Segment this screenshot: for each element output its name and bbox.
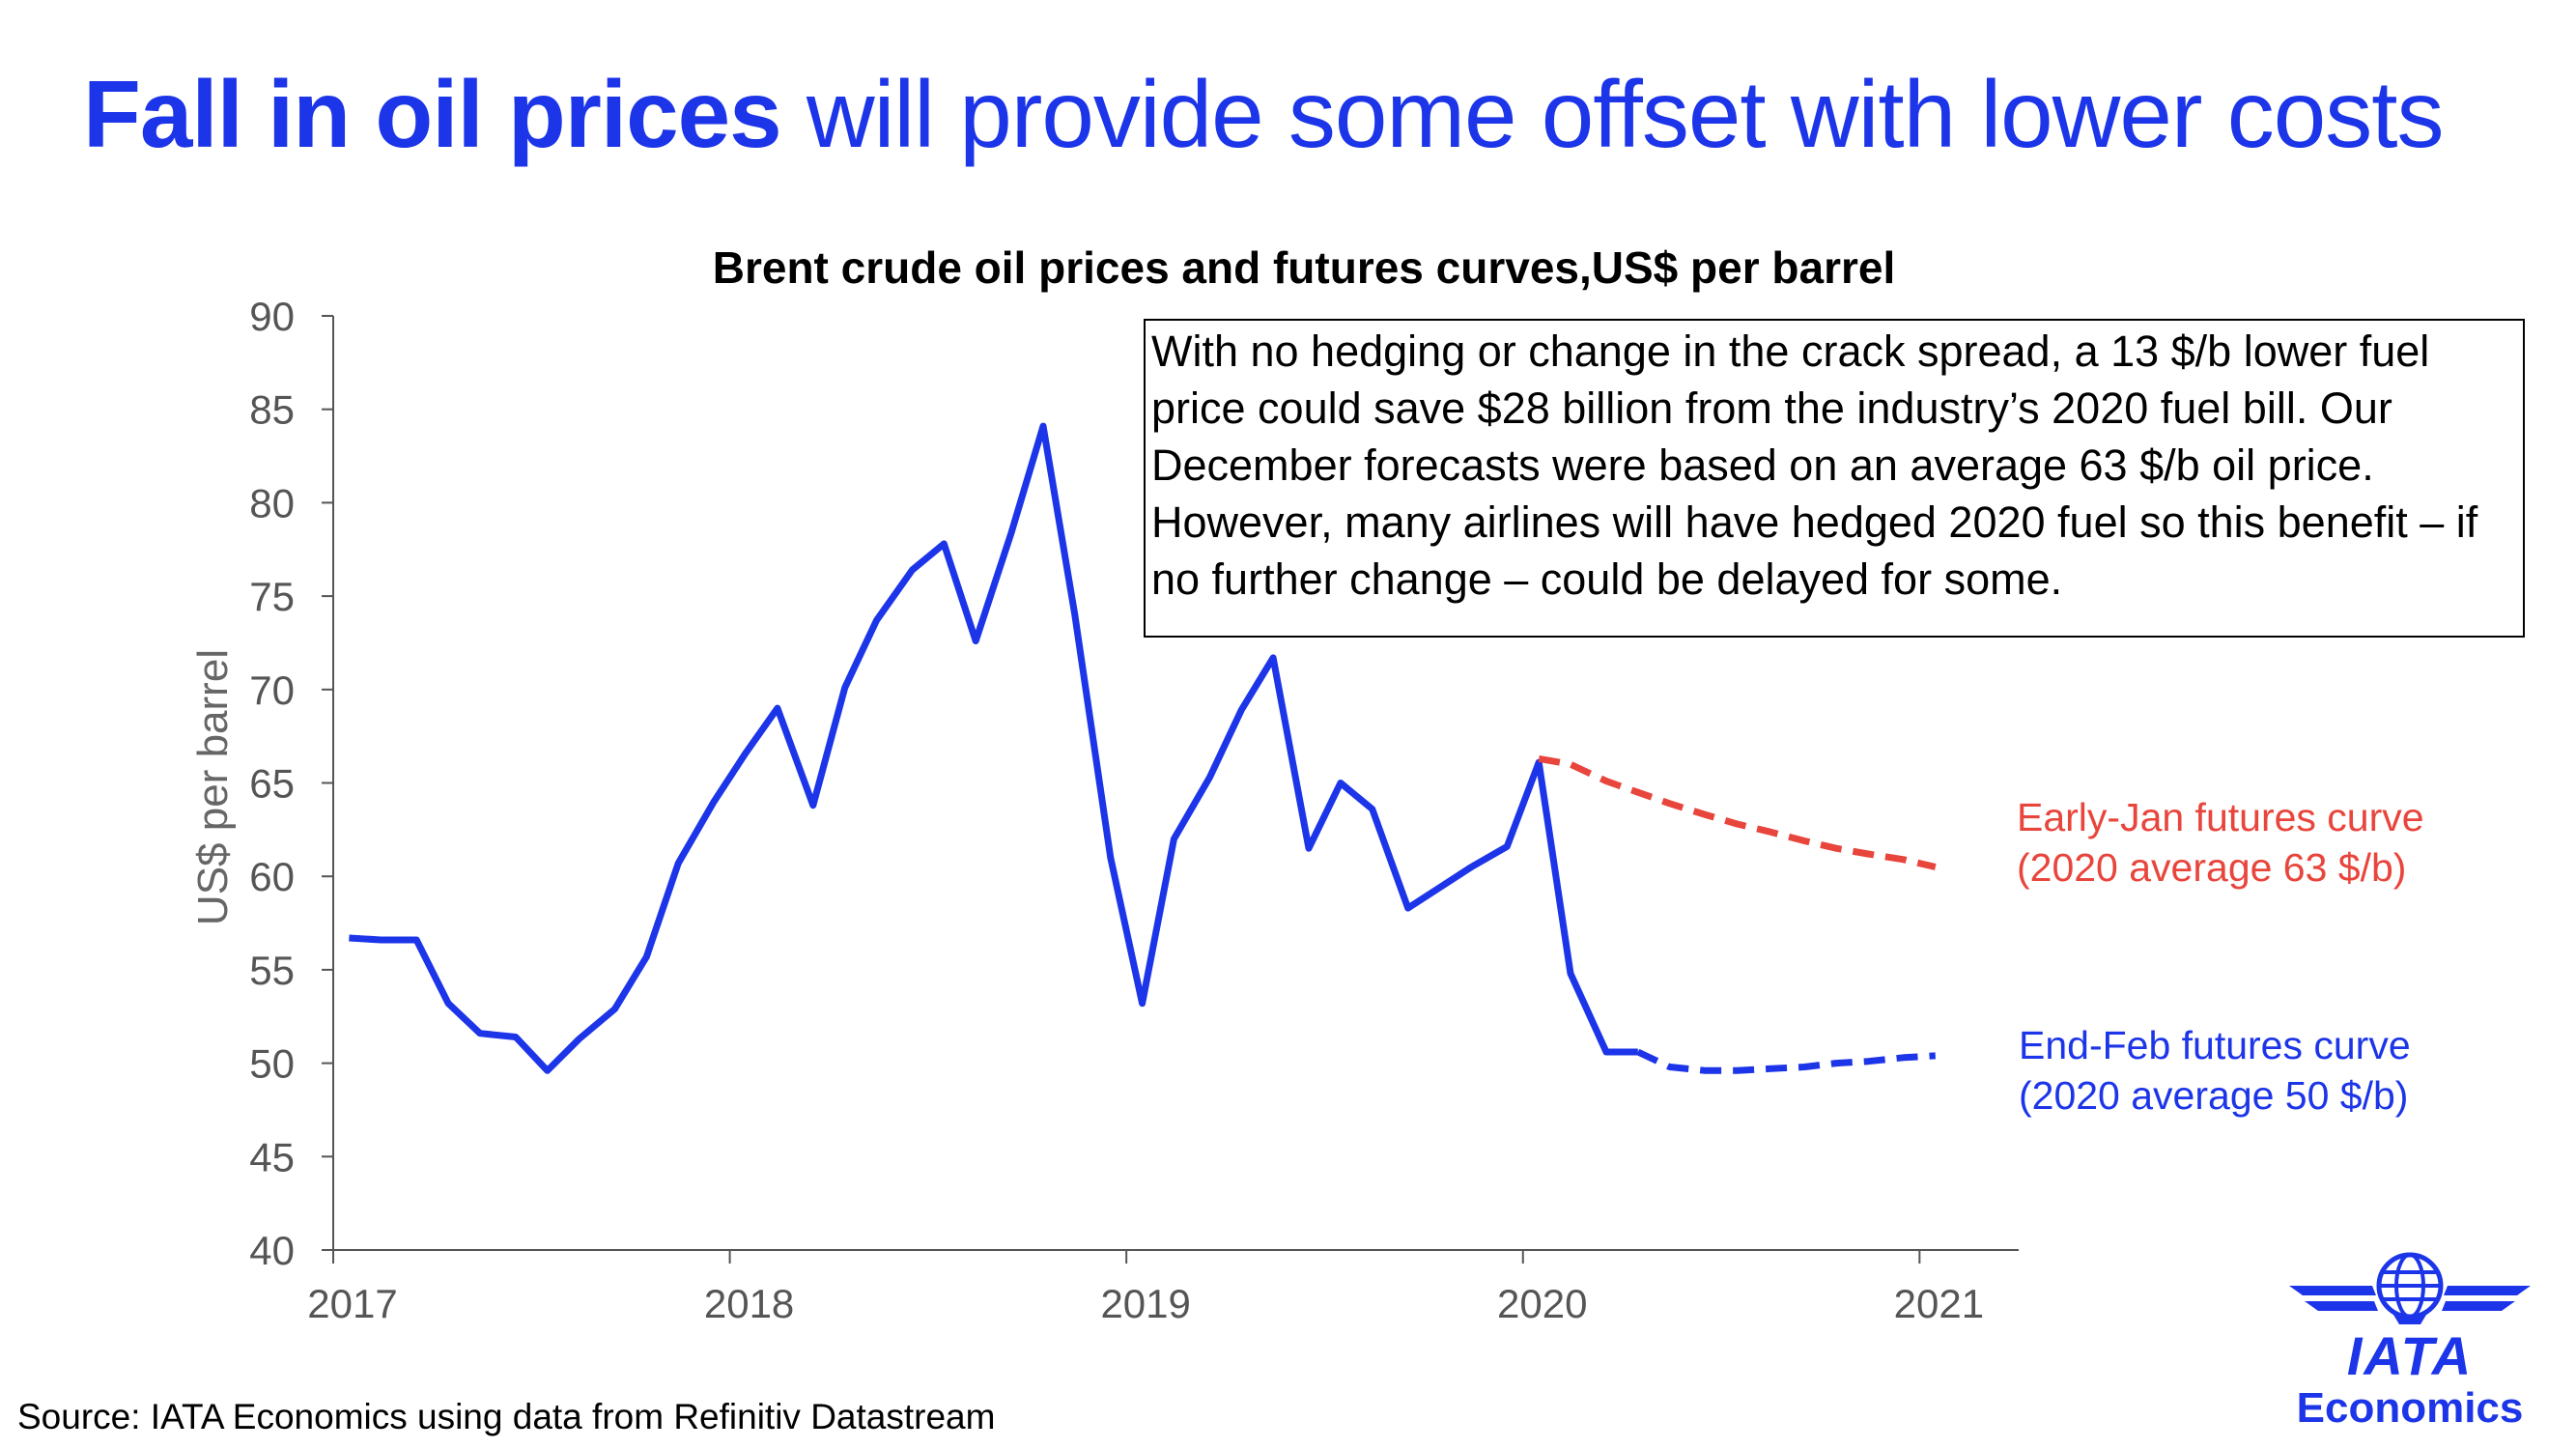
iata-globe-wings-icon (2289, 1252, 2531, 1324)
x-tick-label: 2019 (1100, 1281, 1190, 1326)
y-tick-label: 85 (249, 387, 295, 433)
x-tick-label: 2017 (307, 1281, 397, 1326)
y-tick-label: 45 (249, 1134, 295, 1179)
early-jan-futures-curve-line (1538, 754, 1937, 870)
legend-early-jan-line1: Early-Jan futures curve (2017, 795, 2424, 839)
legend-end-feb-line1: End-Feb futures curve (2019, 1023, 2411, 1067)
logo-economics-text: Economics (2296, 1384, 2524, 1432)
chart-title: Brent crude oil prices and futures curve… (712, 242, 1896, 293)
headline: Fall in oil prices will provide some off… (83, 56, 2556, 172)
end-feb-futures-curve-line (1636, 1048, 1937, 1074)
y-tick-label: 50 (249, 1041, 295, 1087)
y-tick-label: 40 (249, 1228, 295, 1273)
chart-series (349, 422, 1937, 1074)
brent-crude-oil-price-line (349, 422, 1638, 1074)
x-tick-label: 2018 (704, 1281, 794, 1326)
legend-early-jan: Early-Jan futures curve (2020 average 63… (2017, 792, 2424, 893)
x-tick-label: 2020 (1497, 1281, 1587, 1326)
y-tick-label: 60 (249, 854, 295, 899)
logo-iata-text: IATA (2346, 1325, 2474, 1386)
source-note: Source: IATA Economics using data from R… (17, 1397, 996, 1436)
y-tick-label: 70 (249, 668, 295, 713)
y-tick-label: 90 (249, 294, 295, 339)
legend-early-jan-line2: (2020 average 63 $/b) (2017, 845, 2407, 890)
iata-logo: IATA Economics (2289, 1251, 2531, 1435)
y-tick-label: 55 (249, 948, 295, 993)
y-tick-label: 80 (249, 480, 295, 526)
headline-rest: will provide some offset with lower cost… (780, 61, 2445, 167)
legend-end-feb-line2: (2020 average 50 $/b) (2019, 1073, 2409, 1118)
y-tick-label: 65 (249, 761, 295, 807)
chart-axes: 40 45 50 55 60 65 70 75 80 85 90 2017 2018 2019 2020 20… (249, 294, 2019, 1326)
x-tick-label: 2021 (1894, 1281, 1984, 1326)
headline-bold: Fall in oil prices (83, 61, 782, 167)
y-tick-label: 75 (249, 574, 295, 619)
legend-end-feb: End-Feb futures curve (2020 average 50 $… (2019, 1020, 2411, 1121)
y-axis-label: US$ per barrel (189, 649, 237, 925)
annotation-note: With no hedging or change in the crack s… (1144, 319, 2525, 638)
